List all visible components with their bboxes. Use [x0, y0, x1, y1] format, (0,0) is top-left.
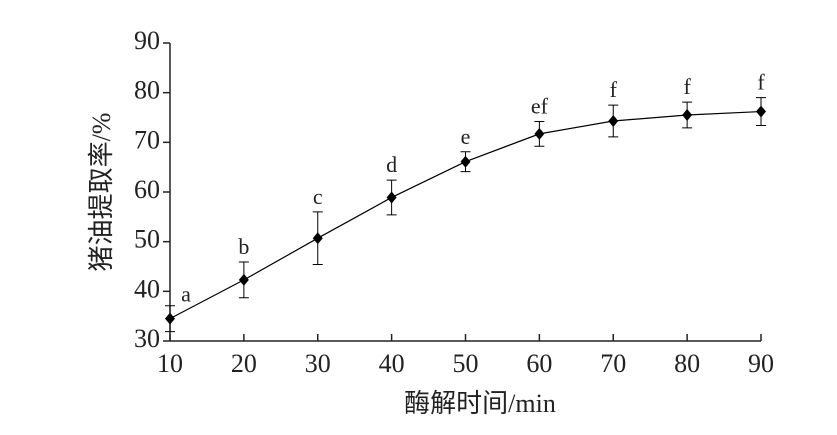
data-point: [238, 273, 249, 286]
x-tick-label: 70: [600, 349, 626, 378]
y-tick-label: 80: [134, 76, 160, 105]
significance-label: c: [313, 184, 323, 209]
x-tick-label: 90: [748, 349, 774, 378]
y-tick-label: 50: [134, 225, 160, 254]
significance-label: ef: [531, 94, 549, 119]
y-tick-label: 40: [134, 274, 160, 303]
significance-label: a: [181, 282, 191, 307]
significance-label: e: [461, 124, 471, 149]
significance-label: d: [386, 152, 397, 177]
data-point: [386, 191, 397, 204]
x-tick-label: 50: [453, 349, 479, 378]
significance-label: f: [683, 74, 691, 99]
data-point: [608, 114, 619, 127]
data-point: [165, 312, 175, 325]
y-axis-title: 猪油提取率/%: [87, 113, 116, 272]
x-tick-label: 60: [526, 349, 552, 378]
x-tick-label: 20: [231, 349, 257, 378]
data-point: [756, 105, 766, 118]
x-tick-label: 30: [305, 349, 331, 378]
x-tick-label: 10: [157, 349, 183, 378]
data-point: [682, 109, 693, 122]
y-tick-label: 70: [134, 125, 160, 154]
significance-label: f: [757, 70, 765, 95]
y-tick-label: 60: [134, 175, 160, 204]
x-tick-label: 40: [379, 349, 405, 378]
x-tick-label: 80: [674, 349, 700, 378]
significance-label: b: [238, 234, 249, 259]
data-point: [312, 232, 323, 245]
y-tick-label: 90: [134, 26, 160, 55]
data-point: [460, 155, 471, 168]
x-axis-title: 酶解时间/min: [404, 389, 556, 418]
y-tick-label: 30: [134, 324, 160, 353]
data-point: [534, 127, 545, 140]
significance-label: f: [610, 77, 618, 102]
